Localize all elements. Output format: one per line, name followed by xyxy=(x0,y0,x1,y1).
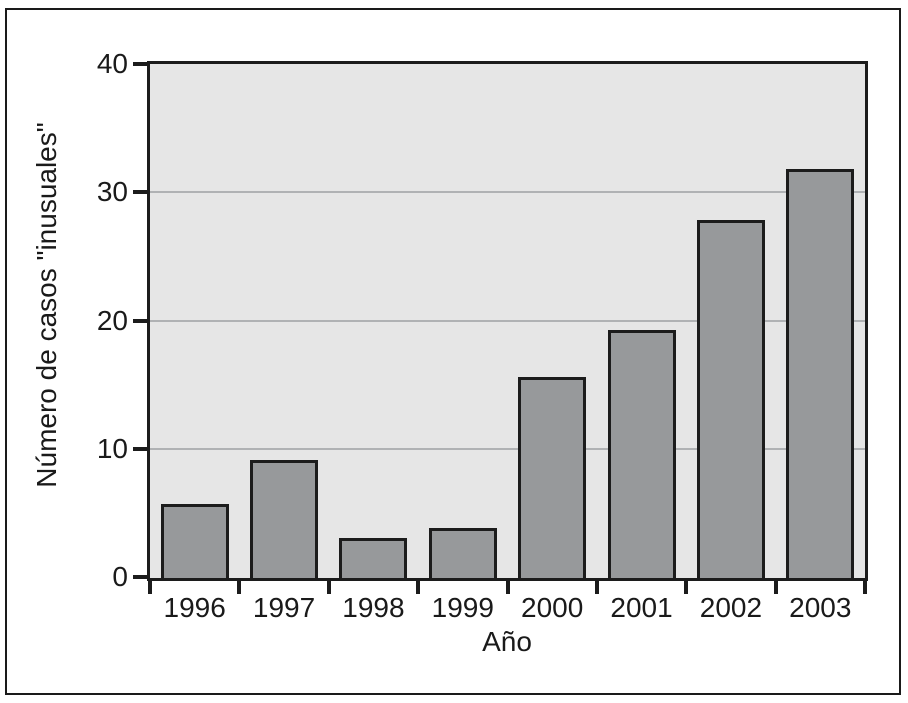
y-tick xyxy=(133,575,147,579)
y-axis-title: Número de casos "inusuales" xyxy=(31,122,62,488)
x-tick xyxy=(684,581,689,594)
x-tick xyxy=(148,581,152,594)
x-tick xyxy=(416,581,421,594)
x-tick-label: 2001 xyxy=(610,592,673,623)
bar xyxy=(160,503,229,578)
gridline xyxy=(150,191,865,194)
x-tick-label: 2003 xyxy=(789,592,852,623)
y-tick-label: 0 xyxy=(112,561,128,592)
y-tick-label: 40 xyxy=(96,48,128,79)
x-tick-label: 2002 xyxy=(699,592,763,623)
y-tick xyxy=(133,62,147,66)
y-tick xyxy=(133,190,147,195)
x-tick xyxy=(773,581,778,594)
x-tick xyxy=(594,581,599,594)
x-tick-label: 1999 xyxy=(431,592,494,623)
bar xyxy=(607,330,676,578)
x-axis-title: Año xyxy=(482,626,532,657)
plot-area xyxy=(147,61,868,581)
x-tick-label: 1996 xyxy=(163,592,226,623)
bar xyxy=(696,220,765,578)
y-tick xyxy=(133,446,147,451)
x-tick-label: 1998 xyxy=(342,592,405,623)
x-tick-label: 1997 xyxy=(252,592,316,623)
gridline xyxy=(150,319,865,322)
x-tick xyxy=(326,581,331,594)
gridline xyxy=(150,447,865,450)
x-tick xyxy=(505,581,510,594)
bar xyxy=(786,168,855,578)
bar xyxy=(339,538,408,578)
x-tick xyxy=(237,581,242,594)
y-tick-label: 20 xyxy=(96,304,128,336)
y-tick xyxy=(133,318,147,323)
x-tick xyxy=(863,581,867,594)
bar xyxy=(250,460,319,578)
x-tick-label: 2000 xyxy=(521,592,584,623)
y-tick-label: 10 xyxy=(96,432,128,464)
bar xyxy=(428,527,497,578)
bar xyxy=(518,376,587,578)
y-tick-label: 30 xyxy=(96,176,128,208)
